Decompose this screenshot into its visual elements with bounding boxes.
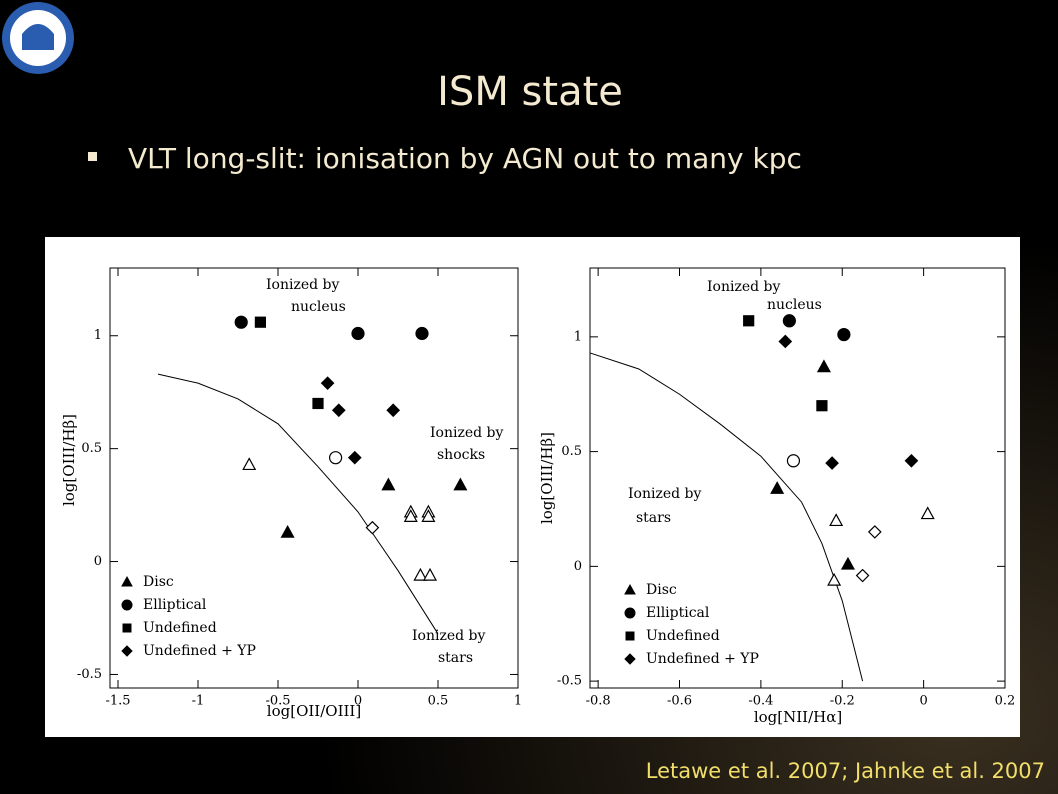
marker <box>312 397 324 410</box>
y-tick-label: 1 <box>94 328 102 343</box>
marker <box>413 567 428 581</box>
demarcation-curve <box>157 373 439 635</box>
marker <box>331 403 346 418</box>
legend-label: Elliptical <box>143 597 207 613</box>
y-tick-label: -0.5 <box>77 667 102 682</box>
legend-marker <box>122 623 132 633</box>
plots: -1.5 -1 -0.5 0 0.5 1 -0.5 0 0.5 1 log[OII/OIII] log… <box>60 267 1016 726</box>
y-tick-label: 0 <box>574 559 582 574</box>
legend-marker <box>121 645 133 657</box>
x-tick-label: -1 <box>192 694 205 709</box>
marker <box>770 481 785 494</box>
x-tick-label: 0.5 <box>428 694 449 709</box>
legend-label: Undefined <box>143 620 217 636</box>
region-label: nucleus <box>767 297 822 313</box>
marker <box>234 315 248 329</box>
marker <box>351 326 365 341</box>
citation: Letawe et al. 2007; Jahnke et al. 2007 <box>646 759 1045 783</box>
legend-label: Disc <box>646 582 677 598</box>
y-tick-label: 0.5 <box>561 444 582 459</box>
region-label: Ionized by <box>430 425 503 441</box>
marker <box>825 456 839 470</box>
marker <box>415 326 429 341</box>
y-axis-label: log[OIII/Hβ] <box>60 414 78 506</box>
marker <box>743 315 755 327</box>
x-tick-label: 0 <box>919 694 927 709</box>
marker <box>829 513 844 527</box>
marker <box>453 477 468 491</box>
legend-label: Elliptical <box>646 605 710 621</box>
legend-marker <box>624 607 636 619</box>
marker <box>782 314 796 328</box>
y-axis-label: log[OIII/Hβ] <box>538 432 556 524</box>
region-label: stars <box>636 510 671 526</box>
marker <box>347 450 362 465</box>
legend-marker <box>121 599 133 611</box>
bullet-text: VLT long-slit: ionisation by AGN out to … <box>128 142 802 175</box>
marker <box>242 457 257 471</box>
marker <box>280 524 295 538</box>
region-label: stars <box>438 650 473 666</box>
marker <box>786 454 801 468</box>
marker <box>837 327 851 342</box>
marker <box>827 572 842 586</box>
slide-title: ISM state <box>437 69 623 115</box>
marker <box>920 506 935 520</box>
marker <box>403 509 418 522</box>
legend-marker <box>624 653 636 665</box>
x-tick-label: -1.5 <box>105 694 130 709</box>
marker <box>422 567 438 581</box>
legend-label: Undefined + YP <box>646 651 759 667</box>
legend-marker <box>624 583 636 595</box>
marker <box>816 400 828 412</box>
x-tick-label: 0 <box>354 694 362 709</box>
marker <box>778 334 793 349</box>
x-tick-label: -0.6 <box>667 694 692 709</box>
region-label: shocks <box>437 447 485 463</box>
logo <box>2 2 74 74</box>
marker <box>867 525 882 539</box>
marker <box>840 556 855 570</box>
marker <box>421 509 436 522</box>
x-axis-label: log[NII/Hα] <box>754 708 842 726</box>
x-tick-label: -0.8 <box>586 694 611 709</box>
region-label: Ionized by <box>412 628 485 644</box>
region-label: nucleus <box>291 299 346 315</box>
x-tick-label: -0.2 <box>830 694 855 709</box>
region-label: Ionized by <box>707 279 780 295</box>
x-tick-label: 0.2 <box>995 694 1016 709</box>
x-tick-label: 1 <box>514 694 522 709</box>
marker <box>254 316 266 328</box>
marker <box>320 376 335 391</box>
marker <box>381 477 396 491</box>
marker <box>904 453 919 468</box>
legend-label: Undefined + YP <box>143 643 256 659</box>
plot-frame <box>109 267 519 689</box>
marker <box>816 359 831 373</box>
marker <box>855 568 870 583</box>
legend-marker <box>121 575 133 587</box>
marker <box>386 403 401 418</box>
x-tick-label: -0.5 <box>265 694 290 709</box>
x-tick-label: -0.4 <box>748 694 773 709</box>
figure-panel <box>45 237 1020 737</box>
y-tick-label: 0.5 <box>81 441 102 456</box>
bullet-marker <box>88 152 97 161</box>
marker <box>329 451 343 465</box>
legend-label: Disc <box>143 574 174 590</box>
region-label: Ionized by <box>628 486 701 502</box>
legend-marker <box>625 631 635 641</box>
marker <box>365 520 380 535</box>
plot-frame <box>589 267 1006 689</box>
legend-label: Undefined <box>646 628 720 644</box>
y-tick-label: 1 <box>574 329 582 344</box>
region-label: Ionized by <box>266 277 339 293</box>
x-axis-label: log[OII/OIII] <box>267 702 361 720</box>
y-tick-label: -0.5 <box>557 674 582 689</box>
y-tick-label: 0 <box>94 554 102 569</box>
